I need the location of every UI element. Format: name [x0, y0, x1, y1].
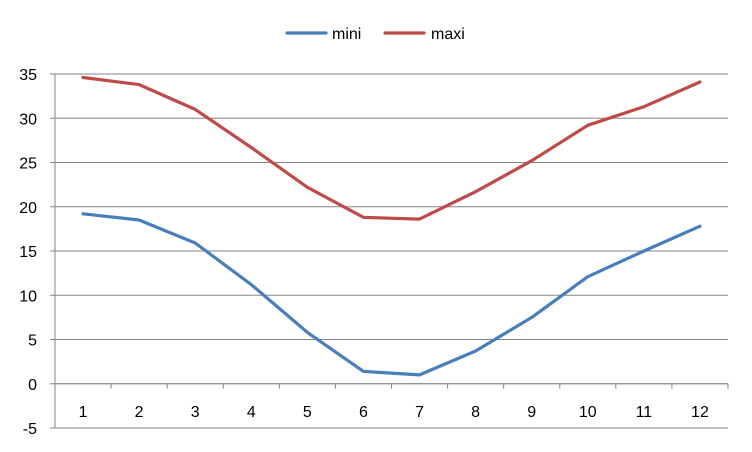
data-point-mini: [698, 224, 702, 228]
legend-label: mini: [332, 26, 361, 43]
x-axis: 1 2 3 4 5 6 7 8 9 10 11 12: [54, 383, 729, 421]
data-point-mini: [530, 315, 534, 319]
gridlines: [55, 73, 728, 429]
x-tick-label: 1: [79, 404, 88, 421]
data-point-maxi: [530, 159, 534, 163]
series-layer: [81, 75, 702, 377]
legend-item-maxi: maxi: [383, 26, 465, 43]
data-point-mini: [249, 283, 253, 287]
y-tick-label: 0: [28, 377, 37, 394]
data-point-maxi: [474, 190, 478, 194]
data-point-maxi: [586, 123, 590, 127]
data-point-maxi: [193, 108, 197, 111]
y-tick-label: 10: [19, 288, 37, 305]
y-tick-label: 35: [19, 67, 37, 84]
y-axis: -5 0 5 10 15 20 25 30 35: [19, 67, 56, 438]
data-point-maxi: [362, 215, 365, 219]
x-tick-label: 12: [691, 404, 709, 421]
data-point-mini: [642, 249, 646, 253]
data-point-mini: [193, 241, 197, 245]
data-point-mini: [305, 331, 309, 334]
x-tick-label: 3: [191, 404, 200, 421]
x-tick-label: 9: [527, 404, 536, 421]
data-point-maxi: [81, 76, 85, 79]
data-point-mini: [474, 349, 478, 353]
y-tick-label: -5: [23, 421, 37, 438]
x-tick-label: 5: [303, 404, 312, 421]
x-tick-label: 11: [636, 404, 653, 421]
data-point-maxi: [698, 80, 702, 84]
data-point-maxi: [249, 146, 253, 149]
legend-item-mini: mini: [285, 26, 361, 43]
data-point-maxi: [137, 83, 141, 87]
data-point-mini: [362, 369, 365, 373]
x-tick-label: 4: [247, 404, 256, 421]
y-tick-label: 20: [19, 200, 37, 217]
data-point-mini: [81, 212, 85, 216]
data-point-mini: [418, 373, 421, 377]
series-line-mini: [81, 212, 702, 377]
data-point-mini: [137, 218, 141, 222]
y-tick-label: 5: [28, 333, 37, 350]
y-tick-label: 30: [19, 111, 37, 128]
data-point-maxi: [305, 185, 309, 189]
y-tick-label: 25: [19, 156, 37, 173]
data-point-maxi: [418, 217, 421, 221]
series-line-maxi: [81, 75, 702, 221]
x-tick-label: 10: [579, 404, 597, 421]
x-tick-label: 2: [135, 404, 144, 421]
x-tick-label: 6: [359, 404, 368, 421]
x-tick-label: 8: [471, 404, 480, 421]
legend-label: maxi: [431, 26, 465, 43]
data-point-maxi: [642, 105, 646, 109]
legend: mini maxi: [285, 26, 465, 43]
x-tick-label: 7: [415, 404, 424, 421]
y-tick-label: 15: [19, 244, 37, 261]
data-point-mini: [586, 275, 590, 279]
